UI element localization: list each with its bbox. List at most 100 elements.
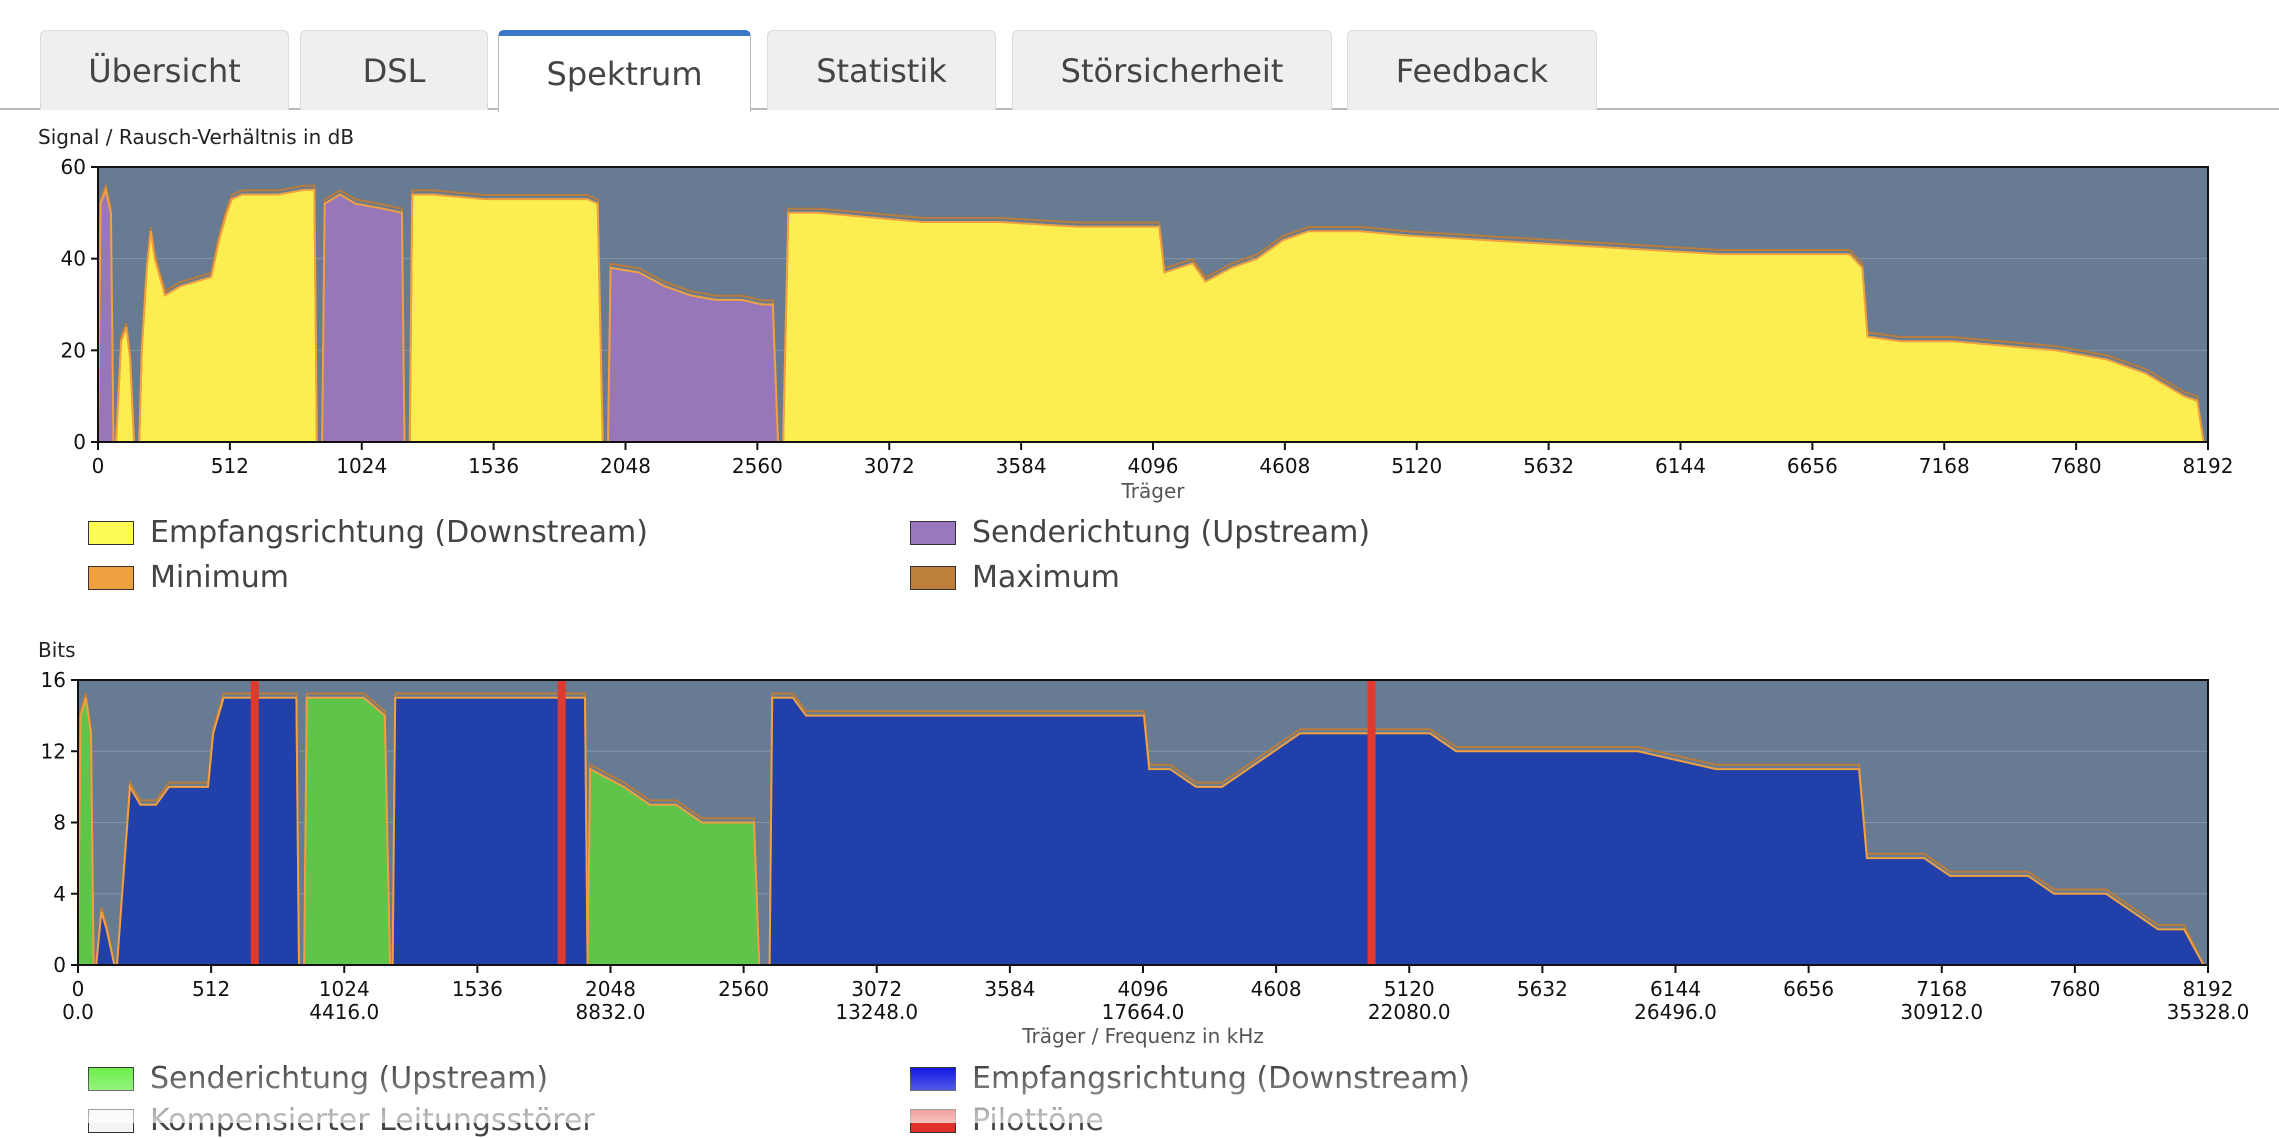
legend-swatch	[910, 1066, 956, 1091]
pilot-tone-bar	[557, 680, 566, 965]
series-area-1-3	[783, 212, 2204, 442]
x-tick-label-frequency: 8832.0	[576, 1000, 646, 1024]
x-tick-label-frequency: 0.0	[62, 1000, 94, 1024]
legend-label: Kompensierter Leitungsstörer	[150, 1103, 595, 1138]
min-line	[95, 911, 116, 966]
x-tick-label: 4096	[1118, 977, 1169, 1001]
max-line	[586, 763, 761, 966]
y-tick-label: 12	[41, 739, 66, 763]
series-area-1-1	[139, 189, 317, 442]
x-tick-label: 5120	[1384, 977, 1435, 1001]
min-line	[138, 188, 318, 443]
pilot-tone-bar	[1367, 680, 1376, 965]
max-line	[408, 189, 604, 443]
x-tick-label: 6656	[1787, 454, 1838, 478]
legend-swatch	[910, 520, 956, 545]
series-area-0-0	[98, 189, 114, 442]
min-line	[77, 697, 95, 966]
min-line	[303, 696, 391, 966]
y-tick-label: 20	[61, 338, 86, 362]
y-tick-label: 60	[61, 155, 86, 179]
x-tick-label: 1024	[336, 454, 387, 478]
legend-swatch	[910, 565, 956, 590]
x-tick-label: 2560	[718, 977, 769, 1001]
x-tick-label: 7168	[1919, 454, 1970, 478]
legend-label: Senderichtung (Upstream)	[972, 515, 1371, 550]
max-line	[607, 262, 779, 443]
legend-item-minimum: Minimum	[88, 560, 289, 595]
min-line	[768, 696, 2205, 966]
series-area-0-1	[322, 194, 405, 442]
x-axis-label: Träger	[1121, 479, 1186, 503]
tab-dsl[interactable]: DSL	[300, 30, 488, 110]
snr-chart-title: Signal / Rausch-Verhältnis in dB	[38, 125, 355, 149]
legend-label: Empfangsrichtung (Downstream)	[972, 1061, 1470, 1096]
bits-chart: 0 4 8 12 16 0 512 1024 1536 2048 2560 3072 3584 4096 4…	[41, 668, 2250, 1048]
x-tick-label: 2048	[585, 977, 636, 1001]
legend-label: Pilottöne	[972, 1103, 1104, 1138]
x-tick-label-frequency: 30912.0	[1900, 1000, 1983, 1024]
x-tick-label: 512	[211, 454, 249, 478]
legend-item-snr-downstream: Empfangsrichtung (Downstream)	[88, 515, 648, 550]
y-tick-label: 0	[73, 430, 86, 454]
legend-label: Senderichtung (Upstream)	[150, 1061, 549, 1096]
legend-item-pilot-tones: Pilottöne	[910, 1103, 1104, 1138]
x-tick-label-frequency: 22080.0	[1368, 1000, 1451, 1024]
min-line	[586, 767, 761, 966]
snr-chart: 0 20 40 60 0 512 1024 1536 2048 2560 3072 3584 4096 4…	[61, 155, 2234, 503]
x-tick-label: 8192	[2183, 977, 2234, 1001]
x-tick-label: 1536	[468, 454, 519, 478]
x-tick-label: 3584	[984, 977, 1035, 1001]
legend-label: Empfangsrichtung (Downstream)	[150, 515, 648, 550]
x-tick-label: 0	[72, 977, 85, 1001]
max-line	[768, 692, 2205, 966]
x-tick-label: 7680	[2049, 977, 2100, 1001]
x-tick-label: 4096	[1128, 454, 1179, 478]
x-tick-label: 2048	[600, 454, 651, 478]
x-tick-label: 3072	[864, 454, 915, 478]
min-line	[391, 696, 589, 966]
x-tick-label-frequency: 17664.0	[1102, 1000, 1185, 1024]
x-tick-label: 4608	[1259, 454, 1310, 478]
x-tick-label: 3072	[851, 977, 902, 1001]
min-line	[782, 211, 2205, 443]
max-line	[321, 189, 406, 443]
x-tick-label: 3584	[996, 454, 1047, 478]
pilot-tone-bar	[250, 680, 259, 965]
x-tick-label: 7680	[2051, 454, 2102, 478]
tab-spektrum[interactable]: Spektrum	[498, 30, 751, 112]
x-tick-label: 5120	[1391, 454, 1442, 478]
x-tick-label-frequency: 35328.0	[2167, 1000, 2250, 1024]
x-tick-label: 8192	[2183, 454, 2234, 478]
x-tick-label: 7168	[1916, 977, 1967, 1001]
x-tick-label-frequency: 4416.0	[309, 1000, 379, 1024]
legend-item-compensated-interferer: Kompensierter Leitungsstörer	[88, 1103, 595, 1138]
legend-swatch	[88, 1108, 134, 1133]
series-area-0-2	[587, 769, 760, 965]
legend-label: Maximum	[972, 560, 1120, 595]
x-axis-label: Träger / Frequenz in kHz	[1021, 1024, 1263, 1048]
legend-swatch	[88, 565, 134, 590]
series-area-0-2	[608, 267, 778, 442]
y-tick-label: 4	[53, 882, 66, 906]
series-area-0-1	[304, 697, 390, 965]
legend-item-maximum: Maximum	[910, 560, 1120, 595]
y-tick-label: 8	[53, 811, 66, 835]
tab-uebersicht[interactable]: Übersicht	[40, 30, 289, 110]
x-tick-label: 2560	[732, 454, 783, 478]
y-tick-label: 16	[41, 668, 66, 692]
x-tick-label: 6144	[1655, 454, 1706, 478]
x-tick-label: 6144	[1650, 977, 1701, 1001]
legend-swatch	[910, 1108, 956, 1133]
series-area-1-3	[769, 697, 2204, 965]
tab-statistik[interactable]: Statistik	[767, 30, 996, 110]
x-tick-label: 4608	[1251, 977, 1302, 1001]
x-tick-label-frequency: 13248.0	[835, 1000, 918, 1024]
y-tick-label: 0	[53, 953, 66, 977]
legend-item-snr-upstream: Senderichtung (Upstream)	[910, 515, 1370, 550]
tab-stoersicherheit[interactable]: Störsicherheit	[1012, 30, 1332, 110]
series-area-0-0	[78, 697, 94, 965]
min-line	[116, 696, 300, 966]
min-line	[115, 327, 136, 443]
tab-feedback[interactable]: Feedback	[1347, 30, 1597, 110]
